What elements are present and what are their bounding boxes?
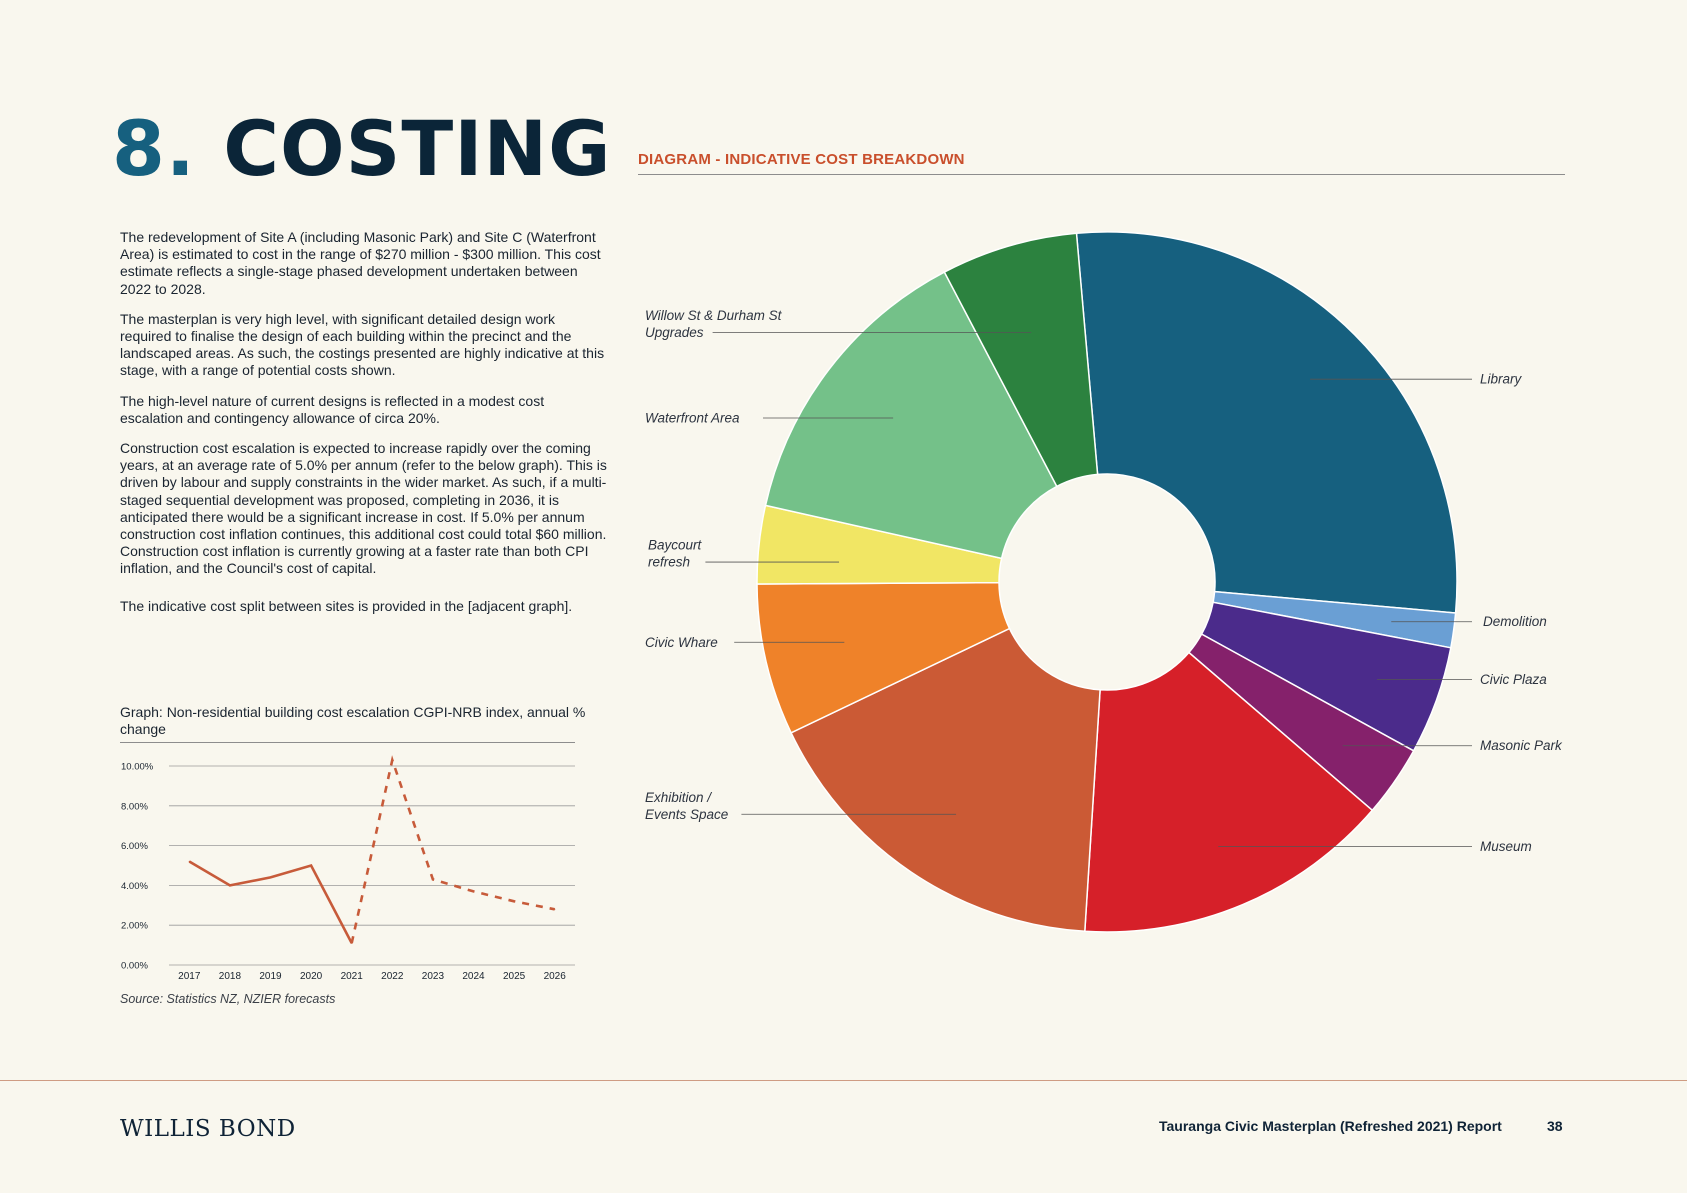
data-point bbox=[432, 878, 434, 881]
slice-waterfront-area bbox=[764, 271, 1058, 560]
y-tick-label: 0.00% bbox=[121, 961, 148, 972]
callout-label: Demolition bbox=[1483, 614, 1547, 629]
intro-text: The redevelopment of Site A (including M… bbox=[120, 229, 610, 628]
series-line-dashed bbox=[350, 755, 555, 944]
data-point bbox=[554, 908, 556, 910]
slice-library bbox=[1075, 231, 1458, 614]
y-tick-label: 10.00% bbox=[121, 762, 154, 773]
callout-label: Willow St & Durham St bbox=[645, 308, 783, 323]
y-tick-label: 6.00% bbox=[121, 841, 148, 852]
x-tick-label: 2018 bbox=[219, 971, 242, 982]
data-point bbox=[513, 900, 515, 902]
diagram-divider bbox=[638, 174, 1565, 175]
paragraph: Construction cost escalation is expected… bbox=[120, 440, 607, 577]
cost-escalation-line-chart: 10.00% 8.00% 6.00% 4.00% 2.00% 0.00% 2017 2018 2… bbox=[121, 755, 575, 982]
x-tick-label: 2021 bbox=[341, 971, 364, 982]
cost-breakdown-donut-chart: Library Demolition Civic Plaza Masonic Park… bbox=[645, 231, 1563, 933]
callout-label: Baycourt bbox=[648, 538, 703, 553]
series-line-solid bbox=[188, 860, 353, 944]
data-point bbox=[472, 890, 475, 892]
callout-label: Library bbox=[1480, 372, 1523, 387]
section-number: 8. bbox=[112, 104, 196, 193]
paragraph: The indicative cost split between sites … bbox=[120, 597, 573, 614]
x-tick-label: 2017 bbox=[178, 971, 201, 982]
y-tick-label: 2.00% bbox=[121, 921, 148, 932]
paragraph: The masterplan is very high level, with … bbox=[120, 310, 605, 379]
graph-divider bbox=[120, 742, 575, 743]
willis-bond-logo: WILLIS BOND bbox=[120, 1116, 296, 1142]
paragraph: The high-level nature of current designs… bbox=[120, 392, 545, 426]
y-tick-label: 8.00% bbox=[121, 801, 148, 812]
x-tick-label: 2022 bbox=[381, 971, 404, 982]
callout-label: Masonic Park bbox=[1480, 738, 1563, 753]
graph-source: Source: Statistics NZ, NZIER forecasts bbox=[120, 992, 336, 1006]
callout-label: Waterfront Area bbox=[645, 411, 740, 426]
data-point bbox=[310, 864, 312, 867]
slice-exhibition-events-space bbox=[790, 627, 1101, 933]
section-title: COSTING bbox=[223, 104, 612, 193]
footer-divider bbox=[0, 1080, 1687, 1081]
x-tick-label: 2020 bbox=[300, 971, 323, 982]
callout-label: Events Space bbox=[645, 807, 728, 822]
slice-willow-st-durham-st-upgrades bbox=[943, 232, 1099, 488]
x-tick-label: 2023 bbox=[422, 971, 445, 982]
data-point bbox=[391, 759, 393, 761]
slice-museum bbox=[1084, 651, 1374, 933]
page-heading: 8. COSTING bbox=[112, 100, 611, 198]
x-tick-label: 2026 bbox=[544, 971, 567, 982]
page-number: 38 bbox=[1547, 1118, 1563, 1134]
callout-label: Civic Whare bbox=[645, 635, 718, 650]
data-point bbox=[188, 860, 190, 863]
y-tick-label: 4.00% bbox=[121, 881, 148, 892]
data-point bbox=[351, 942, 353, 944]
paragraph: The redevelopment of Site A (including M… bbox=[120, 229, 601, 297]
x-tick-label: 2019 bbox=[259, 971, 282, 982]
data-point bbox=[229, 884, 231, 886]
callout-label: Civic Plaza bbox=[1480, 672, 1547, 687]
data-point bbox=[269, 876, 272, 879]
graph-title: Graph: Non-residential building cost esc… bbox=[120, 704, 586, 737]
callout-label: Upgrades bbox=[645, 325, 704, 340]
callout-label: refresh bbox=[648, 555, 690, 570]
x-tick-label: 2024 bbox=[462, 971, 485, 982]
callout-label: Exhibition / bbox=[645, 790, 712, 805]
diagram-title: DIAGRAM - INDICATIVE COST BREAKDOWN bbox=[638, 151, 965, 168]
report-title: Tauranga Civic Masterplan (Refreshed 202… bbox=[1159, 1118, 1502, 1134]
callout-label: Museum bbox=[1480, 839, 1532, 854]
x-tick-label: 2025 bbox=[503, 971, 526, 982]
